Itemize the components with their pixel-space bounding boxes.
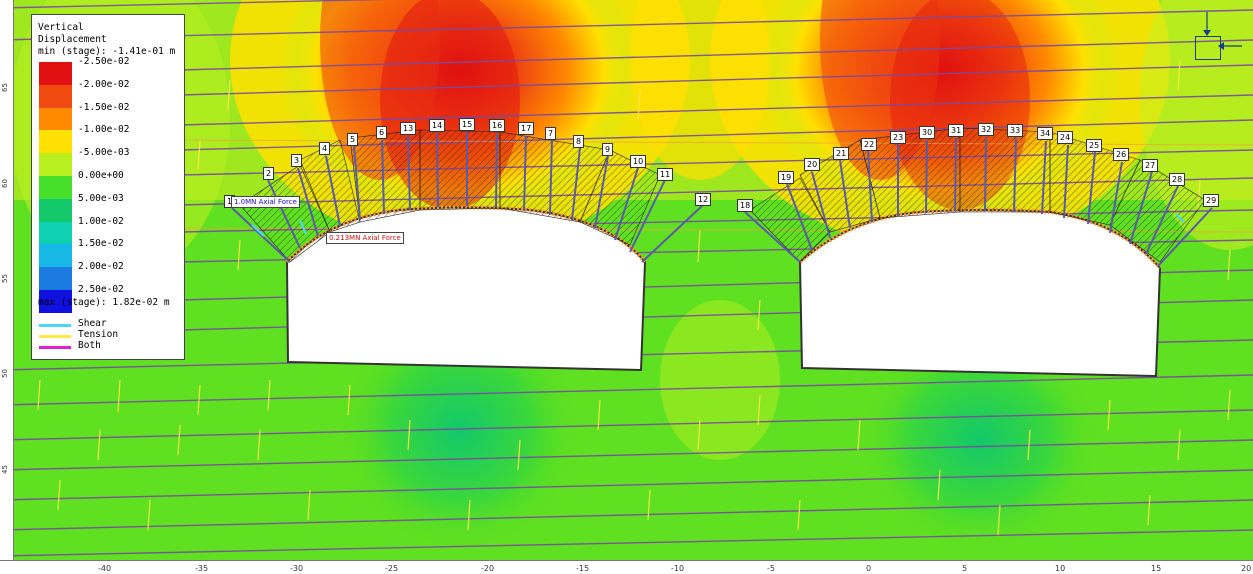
bolt-label[interactable]: 32 [978,123,995,136]
y-axis [0,0,14,560]
x-tick-label: 5 [962,564,968,573]
x-tick-label: -10 [671,564,685,573]
legend-scale-label: -2.50e-02 [78,56,130,67]
legend-swatch [39,221,72,245]
x-tick-label: -40 [98,564,112,573]
legend-swatch [39,290,72,313]
legend-scale-label: -1.00e-02 [78,124,130,136]
x-tick-label: -20 [481,564,495,573]
legend-swatch [39,130,72,154]
x-tick-label: 10 [1055,564,1066,573]
x-axis: -40 -35 -30 -25 -20 -15 -10 -5 0 5 10 15… [0,560,1253,574]
bolt-label[interactable]: 3 [291,154,303,167]
x-tick-label: -35 [195,564,209,573]
bolt-label[interactable]: 34 [1037,127,1054,140]
bolt-label[interactable]: 6 [376,126,388,139]
x-tick-label: -25 [385,564,399,573]
x-tick-label: -15 [576,564,590,573]
y-tick-label: 55 [1,274,9,283]
bolt-label[interactable]: 7 [545,127,557,140]
bolt-label[interactable]: 8 [573,135,585,148]
bolt-label[interactable]: 10 [630,155,647,168]
bolt-label[interactable]: 23 [890,131,907,144]
legend-swatch [39,153,72,177]
legend-max-text: max (stage): 1.82e-02 m [38,297,170,308]
bolt-label[interactable]: 31 [948,124,965,137]
legend-both-line [39,346,71,349]
legend-min-text: min (stage): -1.41e-01 m [38,46,176,57]
legend-title-line1: Vertical [38,22,84,33]
legend-scale-label: -5.00e-03 [78,147,130,159]
bolt-label[interactable]: 28 [1169,173,1186,186]
x-tick-label: 20 [1241,564,1252,573]
bolt-label[interactable]: 30 [919,126,936,139]
legend-scale-label: 5.00e-03 [78,192,124,204]
legend-title-line2: Displacement [38,34,107,45]
bolt-label[interactable]: 29 [1203,194,1220,207]
bolt-label[interactable]: 20 [804,158,821,171]
legend-swatch [39,198,72,222]
bolt-label[interactable]: 19 [778,171,795,184]
bolt-label[interactable]: 11 [657,168,674,181]
x-tick-label: 15 [1151,564,1162,573]
legend-scale-label: -2.00e-02 [78,78,130,90]
legend-scale-label: 1.50e-02 [78,238,124,250]
legend-scale-label: -1.50e-02 [78,101,130,113]
legend-swatch [39,267,72,291]
legend-swatch [39,244,72,268]
legend-scale-label: 2.00e-02 [78,261,124,273]
bolt-label[interactable]: 17 [518,122,535,135]
bolt-label[interactable]: 12 [695,193,712,206]
bolt-label[interactable]: 33 [1007,124,1024,137]
bolt-label[interactable]: 21 [833,147,850,160]
bolt-label[interactable]: 4 [319,142,331,155]
legend-scale-label: 0.00e+00 [78,170,124,181]
y-tick-label: 60 [1,179,9,188]
bolt-label[interactable]: 13 [400,122,417,135]
axial-force-label-max: 1.0MN Axial Force [231,196,300,208]
bolt-label[interactable]: 16 [489,119,506,132]
legend-swatch [39,62,72,85]
bolt-label[interactable]: 25 [1086,139,1103,152]
y-tick-label: 50 [1,369,9,378]
y-tick-label: 65 [1,83,9,92]
bolt-label[interactable]: 5 [347,133,359,146]
legend-swatch [39,84,72,108]
bolt-label[interactable]: 22 [861,138,878,151]
bolt-label[interactable]: 15 [459,118,476,131]
y-tick-label: 45 [1,465,9,474]
bolt-label[interactable]: 24 [1057,131,1074,144]
x-tick-label: -5 [767,564,775,573]
legend-both-label: Both [78,340,101,351]
view-orientation-icon[interactable] [1195,36,1221,60]
bolt-label[interactable]: 9 [602,143,614,156]
axial-force-label-min: 0.213MN Axial Force [326,232,404,244]
legend-scale-label: 1.00e-02 [78,215,124,227]
bolt-label[interactable]: 14 [429,119,446,132]
legend-shear-line [39,324,71,327]
legend-shear-label: Shear [78,318,107,329]
bolt-label[interactable]: 18 [737,199,754,212]
axes-arrows-icon [1203,12,1242,50]
legend-tension-label: Tension [78,329,119,340]
bolt-label[interactable]: 27 [1142,159,1159,172]
bolt-label[interactable]: 2 [263,167,275,180]
x-tick-label: -30 [290,564,304,573]
displacement-legend: Vertical Displacement min (stage): -1.41… [31,14,185,360]
legend-tension-line [39,335,71,338]
bolt-label[interactable]: 26 [1113,148,1130,161]
x-tick-label: 0 [866,564,872,573]
legend-swatch [39,176,72,199]
legend-scale-label: 2.50e-02 [78,284,124,295]
legend-swatch [39,107,72,131]
